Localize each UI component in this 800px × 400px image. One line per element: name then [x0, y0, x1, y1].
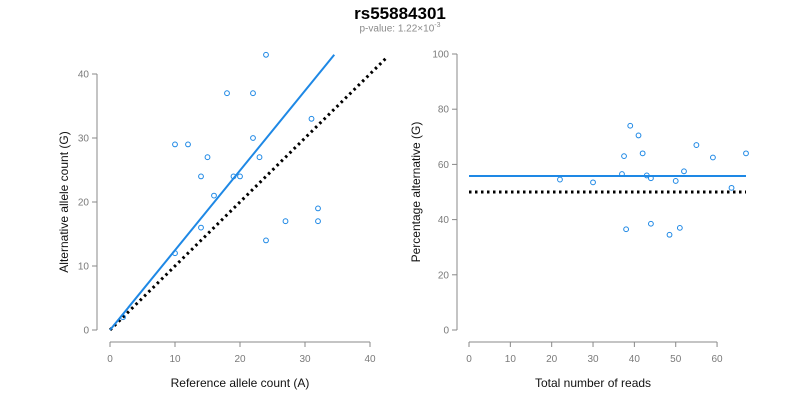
p2-x-tick-label: 20 — [546, 354, 558, 365]
p1-data-point — [204, 154, 211, 161]
p1-data-point — [230, 173, 237, 180]
p2-data-point — [666, 231, 673, 238]
p2-data-point — [672, 178, 679, 184]
p2-y-tick-label: 80 — [438, 105, 450, 116]
p2-x-tick-label: 0 — [466, 354, 472, 365]
p1-fit-line — [109, 54, 336, 331]
p2-data-point — [623, 226, 630, 233]
p2-y-tick-label: 60 — [438, 160, 450, 171]
p2-data-point — [681, 168, 687, 175]
pvalue-text: p-value: 1.22×10 — [359, 23, 435, 35]
p1-x-tick-label: 30 — [299, 354, 311, 365]
allele-count-scatter-panel: 0 10 20 30 40 0 10 20 30 40 Reference allele count… — [57, 51, 388, 390]
p2-data-point — [643, 172, 650, 179]
p2-y-tick-label: 20 — [438, 270, 450, 281]
p1-data-point — [237, 173, 243, 180]
p2-y-tick-label: 100 — [432, 50, 449, 61]
p1-data-point — [263, 51, 269, 58]
p2-x-axis-label: Total number of reads — [535, 376, 651, 390]
p1-data-point — [250, 135, 256, 141]
p1-y-tick-label: 30 — [78, 134, 90, 145]
p1-x-tick-label: 40 — [364, 354, 376, 365]
p1-data-point — [172, 141, 178, 148]
pvalue-exponent: -3 — [434, 22, 441, 29]
p2-y-axis-label: Percentage alternative (G) — [409, 122, 423, 263]
p1-y-tick-label: 0 — [83, 326, 89, 337]
p1-data-point — [211, 192, 217, 199]
p2-y-tick-label: 40 — [438, 215, 450, 226]
p2-data-point — [648, 220, 654, 227]
p2-data-point — [590, 179, 596, 186]
p1-data-point — [315, 205, 321, 212]
p1-data-point — [250, 90, 256, 97]
p2-x-tick-label: 10 — [505, 354, 517, 365]
p1-y-tick-label: 10 — [78, 262, 90, 273]
p1-y-tick-label: 20 — [78, 198, 90, 209]
p1-data-point — [315, 218, 321, 225]
p2-data-point — [648, 175, 654, 182]
p1-data-point — [282, 218, 289, 225]
p1-data-point — [172, 250, 178, 257]
p2-data-point — [557, 176, 563, 183]
p2-data-point — [635, 132, 642, 139]
p2-data-point — [728, 184, 735, 191]
p1-x-tick-label: 10 — [169, 354, 181, 365]
chart-subtitle: p-value: 1.22×10-3 — [0, 22, 800, 34]
p2-data-point — [693, 142, 700, 148]
p1-data-point — [120, 314, 126, 321]
p2-data-point — [676, 224, 683, 231]
p1-data-point — [256, 154, 263, 161]
p1-data-point — [263, 237, 269, 244]
p2-x-tick-label: 60 — [711, 354, 723, 365]
p1-data-point — [198, 173, 204, 180]
p1-y-axis-label: Alternative allele count (G) — [57, 131, 71, 272]
chart-title: rs55884301 — [354, 4, 446, 23]
p2-data-point — [743, 150, 749, 157]
p1-x-tick-label: 0 — [107, 354, 113, 365]
p2-data-point — [621, 153, 627, 160]
p2-data-point — [639, 150, 646, 157]
p2-y-tick-label: 0 — [443, 326, 449, 337]
p1-y-tick-label: 40 — [78, 70, 90, 81]
p2-data-point — [619, 171, 625, 177]
percentage-scatter-panel: 0 10 20 30 40 50 60 0 20 40 60 80 100 Total number of… — [409, 50, 749, 390]
p1-data-point — [198, 224, 204, 231]
p1-x-axis-label: Reference allele count (A) — [171, 376, 310, 390]
p2-x-tick-label: 50 — [670, 354, 682, 365]
p1-data-point — [224, 90, 230, 97]
p2-data-point — [627, 122, 634, 129]
p1-reference-line — [108, 56, 388, 332]
p1-data-point — [185, 141, 191, 148]
p1-x-tick-label: 20 — [234, 354, 246, 365]
p2-data-point — [710, 154, 716, 161]
p2-x-tick-label: 30 — [587, 354, 599, 365]
p1-data-point — [308, 115, 315, 122]
p2-x-tick-label: 40 — [629, 354, 641, 365]
